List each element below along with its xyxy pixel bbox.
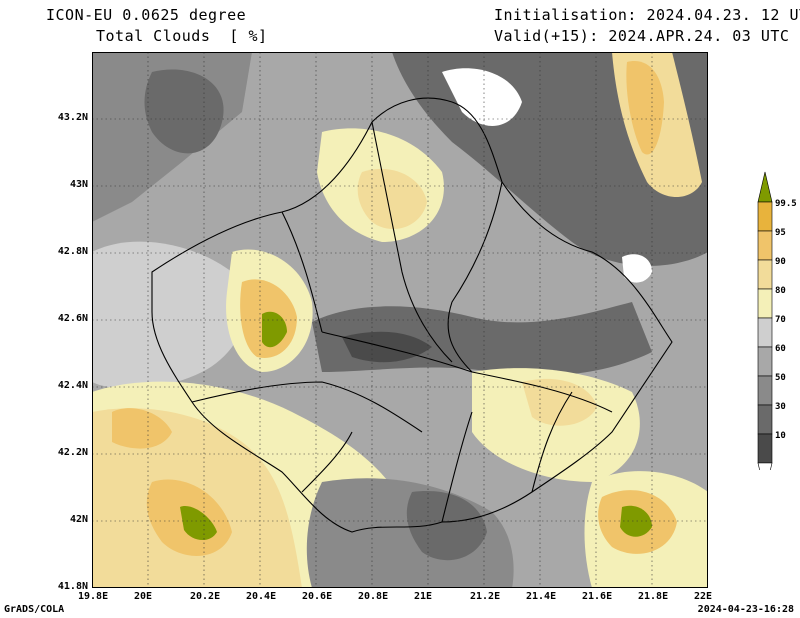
- model-title: ICON-EU 0.0625 degree: [46, 6, 247, 24]
- district-line-6: [441, 411, 473, 523]
- legend-level-label: 70: [775, 315, 786, 325]
- lon-tick-label: 21.6E: [582, 591, 613, 602]
- legend-top-triangle: [757, 171, 773, 203]
- legend-swatch: [757, 288, 773, 319]
- lon-tick-label: 20E: [134, 591, 153, 602]
- lon-tick-label: 20.4E: [246, 591, 277, 602]
- initialisation-time: Initialisation: 2024.04.23. 12 UTC: [494, 6, 800, 24]
- cloud-area-10: [144, 69, 224, 154]
- legend-level-label: 90: [775, 257, 786, 267]
- legend-bottom-triangle: [757, 462, 773, 470]
- cloud-area-clear-center: [342, 331, 432, 363]
- legend-level-label: 95: [775, 228, 786, 238]
- cloud-area-99-sw: [180, 506, 217, 541]
- coordinate-grid: [92, 52, 708, 588]
- district-line-3: [447, 181, 503, 373]
- lon-tick-label: 21E: [414, 591, 433, 602]
- district-line-8: [301, 431, 353, 493]
- legend-level-label: 10: [775, 431, 786, 441]
- legend-level-label: 30: [775, 402, 786, 412]
- cloud-area-10-s: [406, 491, 487, 561]
- valid-time: Valid(+15): 2024.APR.24. 03 UTC: [494, 27, 790, 45]
- district-line-2: [371, 121, 453, 363]
- lon-tick-label: 19.8E: [78, 591, 109, 602]
- cloud-area-80-n: [357, 168, 427, 230]
- legend-swatch: [757, 201, 773, 232]
- footer-credit: GrADS/COLA: [4, 604, 65, 615]
- legend-level-label: 99.5: [775, 199, 797, 209]
- district-line-7: [531, 391, 573, 493]
- variable-title: Total Clouds [ %]: [96, 27, 268, 45]
- lat-tick-label: 42.6N: [57, 313, 88, 324]
- lon-tick-label: 21.8E: [638, 591, 669, 602]
- legend-level-label: 80: [775, 286, 786, 296]
- clear-patch-ne1: [442, 68, 522, 126]
- lon-tick-label: 20.6E: [302, 591, 333, 602]
- color-legend: 99.5 95 90 80 70 60 50 30 10: [757, 171, 797, 470]
- lat-tick-label: 42.2N: [57, 447, 88, 458]
- legend-level-label: 60: [775, 344, 786, 354]
- lon-tick-label: 20.8E: [358, 591, 389, 602]
- legend-level-label: 50: [775, 373, 786, 383]
- cloud-area-60: [92, 241, 247, 389]
- cloud-area-99-e: [620, 505, 652, 537]
- district-line-1: [281, 211, 323, 333]
- legend-swatch: [757, 230, 773, 261]
- cloud-cover-map: [92, 52, 708, 588]
- cloud-area-90-ne: [626, 61, 664, 155]
- cloud-area-99-w: [262, 311, 287, 348]
- lon-tick-label: 21.2E: [470, 591, 501, 602]
- footer-timestamp: 2024-04-23-16:28: [697, 604, 794, 615]
- legend-swatch: [757, 317, 773, 348]
- lat-tick-label: 42.8N: [57, 246, 88, 257]
- lon-tick-label: 21.4E: [526, 591, 557, 602]
- legend-swatch: [757, 433, 773, 464]
- legend-swatch: [757, 259, 773, 290]
- lat-tick-label: 42.4N: [57, 380, 88, 391]
- cloud-area-90-sw1: [112, 408, 172, 449]
- map-frame: [92, 52, 708, 588]
- lon-tick-label: 22E: [694, 591, 713, 602]
- border-lines: [151, 97, 673, 533]
- cloud-area-80-se: [522, 378, 597, 426]
- legend-swatch: [757, 404, 773, 435]
- cloud-field: [92, 52, 708, 588]
- district-line-5: [191, 381, 423, 433]
- lat-tick-label: 41.8N: [57, 581, 88, 592]
- lat-tick-label: 43.2N: [57, 112, 88, 123]
- lon-tick-label: 20.2E: [190, 591, 221, 602]
- legend-swatch: [757, 346, 773, 377]
- district-line-4: [321, 331, 613, 413]
- lat-tick-label: 42N: [69, 514, 88, 525]
- legend-swatch: [757, 375, 773, 406]
- clear-patch-ne2: [622, 254, 652, 283]
- lat-tick-label: 43N: [69, 179, 88, 190]
